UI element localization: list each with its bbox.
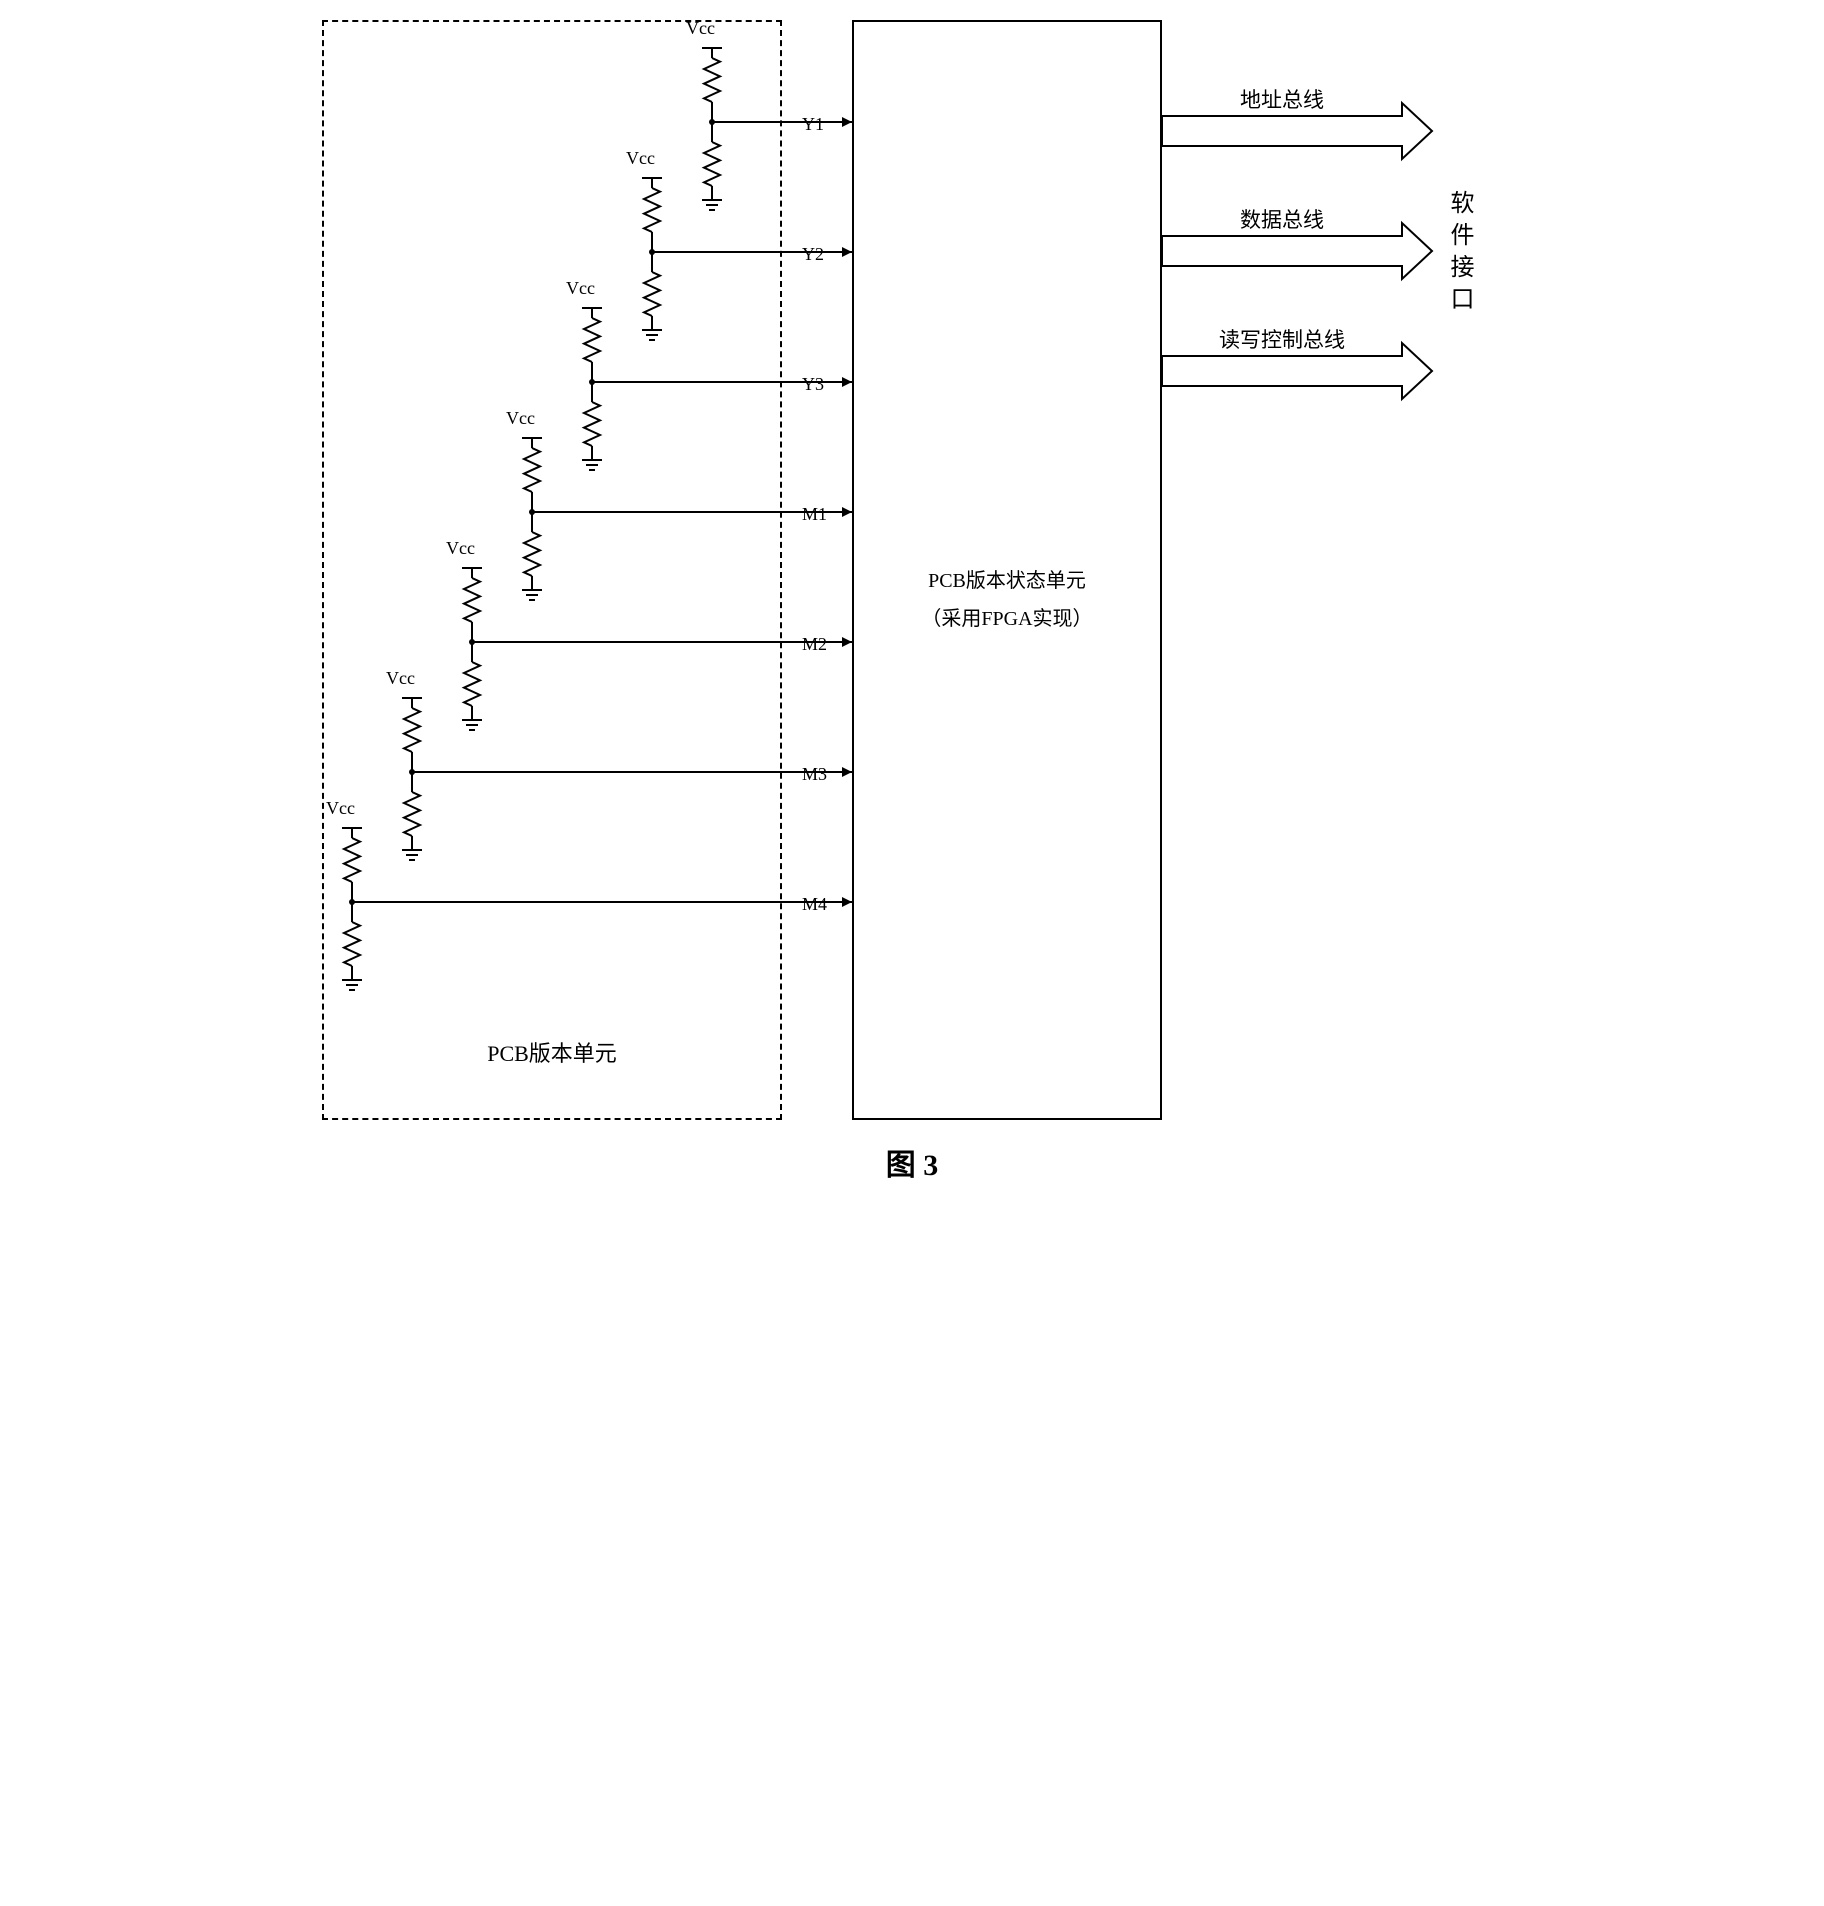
vcc-label: Vcc [326,798,355,819]
resistor-divider-M4: Vcc [332,820,862,1025]
signal-label-Y1: Y1 [802,114,824,135]
bus-label: 地址总线 [1162,84,1402,114]
bus-arrow-2: 读写控制总线 [1162,320,1436,401]
bus-arrow-1: 数据总线 [1162,200,1436,281]
signal-label-M3: M3 [802,764,827,785]
signal-label-M2: M2 [802,634,827,655]
vcc-label: Vcc [686,18,715,39]
vcc-label: Vcc [626,148,655,169]
pcb-version-status-unit: PCB版本状态单元 （采用FPGA实现） [852,20,1162,1120]
software-interface-label: 软件接口 [1442,190,1477,318]
pcb-unit-label: PCB版本单元 [324,1036,780,1068]
bus-arrow-0: 地址总线 [1162,80,1436,161]
bus-label: 读写控制总线 [1162,324,1402,354]
figure-label: 图 3 [322,1140,1502,1184]
vcc-label: Vcc [446,538,475,559]
signal-label-M1: M1 [802,504,827,525]
signal-label-M4: M4 [802,894,827,915]
bus-label: 数据总线 [1162,204,1402,234]
vcc-label: Vcc [386,668,415,689]
signal-label-Y2: Y2 [802,244,824,265]
vcc-label: Vcc [506,408,535,429]
signal-label-Y3: Y3 [802,374,824,395]
vcc-label: Vcc [566,278,595,299]
pcb-status-label: PCB版本状态单元 （采用FPGA实现） [854,562,1160,638]
